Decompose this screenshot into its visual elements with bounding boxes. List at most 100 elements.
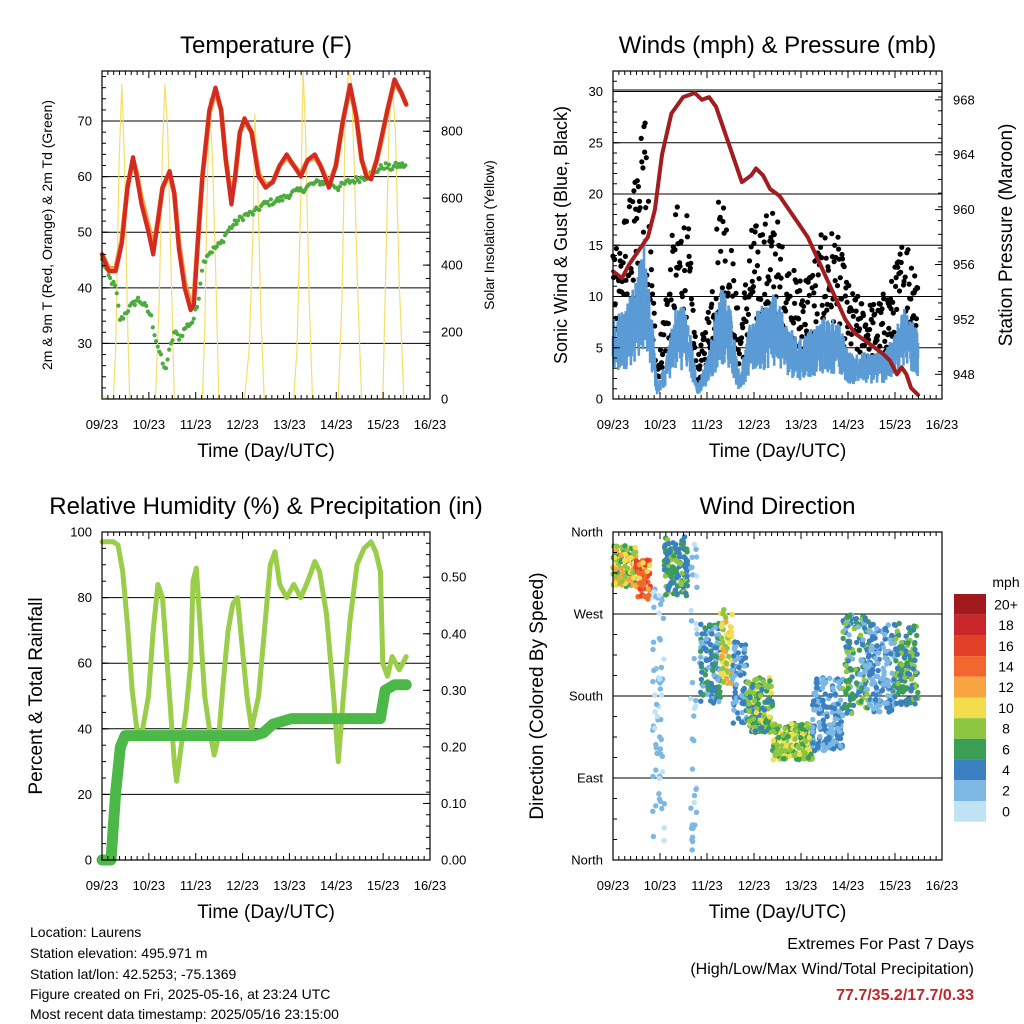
wind-direction-point [873, 684, 879, 691]
wind-direction-point [872, 696, 879, 703]
gust-point [731, 278, 737, 284]
wind-direction-point [882, 636, 888, 642]
gust-point [687, 265, 693, 271]
dewpoint-point [267, 203, 272, 208]
wind-direction-point [661, 838, 667, 844]
gust-point [879, 306, 885, 312]
temperature-panel: 09/23 10/23 11/23 12/23 13/23 14/23 15/23 16/23… [39, 32, 497, 462]
wind-direction-point [888, 640, 894, 647]
wind-direction-point [735, 650, 741, 656]
wind-direction-point [796, 751, 803, 757]
wind-direction-point [721, 607, 727, 613]
gust-point [814, 311, 820, 317]
wind-direction-point [714, 692, 720, 698]
wind-direction-panel: 09/23 10/23 11/23 12/23 13/23 14/23 15/23 16/23… [527, 493, 958, 923]
gust-point [869, 307, 875, 313]
wind-direction-point [691, 713, 697, 719]
gust-point [838, 296, 845, 302]
gust-point [755, 249, 761, 255]
x-tick-label: 12/23 [226, 417, 259, 432]
wind-direction-point [640, 580, 647, 587]
wind-direction-point [849, 710, 855, 717]
wind-direction-point [720, 665, 726, 672]
wind-direction-point [911, 641, 918, 647]
wind-direction-point [707, 641, 714, 648]
gust-point [692, 344, 698, 350]
gust-point [643, 155, 649, 161]
dewpoint-point [114, 291, 119, 296]
y2-tick-label: 960 [953, 202, 975, 217]
extremes-values: 77.7/35.2/17.7/0.33 [836, 987, 974, 1004]
wind-direction-point [710, 700, 717, 706]
wind-direction-point [731, 646, 737, 652]
gust-point [617, 250, 623, 256]
wind-direction-point [856, 647, 863, 653]
wind-direction-point [788, 721, 795, 727]
wind-direction-point [664, 557, 671, 564]
gust-point [645, 198, 652, 204]
wind-direction-point [854, 639, 860, 646]
gust-point [844, 299, 850, 305]
wind-direction-point [882, 631, 888, 638]
y-tick-label: 15 [589, 238, 603, 253]
dewpoint-point [195, 304, 200, 310]
wind-direction-point [684, 573, 690, 580]
x-tick-label: 16/23 [414, 417, 447, 432]
wind-direction-point [846, 632, 852, 638]
wind-direction-point [656, 796, 663, 802]
wind-direction-point [861, 677, 867, 683]
x-axis-label: Time (Day/UTC) [197, 902, 335, 923]
dewpoint-point [209, 250, 214, 255]
wind-direction-point [853, 680, 860, 686]
station-elevation: Station elevation: 495.971 m [30, 945, 208, 961]
gust-point [655, 366, 661, 372]
wind-direction-point [714, 640, 720, 646]
gust-point [656, 374, 662, 380]
wind-direction-point [799, 721, 805, 728]
wind-direction-point [877, 708, 883, 715]
dewpoint-point [113, 283, 118, 288]
wind-direction-point [706, 664, 712, 671]
wind-direction-point [651, 589, 657, 595]
gust-point [720, 218, 726, 225]
wind-direction-point [657, 601, 664, 607]
gust-point [831, 259, 837, 265]
wind-direction-point [885, 693, 891, 699]
wind-direction-point [709, 631, 715, 637]
wind-direction-point [805, 724, 811, 730]
wind-direction-point [769, 702, 776, 709]
wind-direction-point [633, 558, 640, 564]
gust-point [725, 290, 731, 296]
wind-direction-point [893, 636, 899, 642]
gust-point [790, 320, 797, 326]
wind-direction-point [726, 632, 732, 639]
dewpoint-point [250, 212, 255, 217]
wind-direction-point [884, 700, 890, 706]
gust-point [822, 235, 828, 241]
wind-direction-point [844, 710, 850, 716]
gust-point [640, 165, 646, 171]
gust-point [859, 301, 865, 307]
y2-tick-label: 968 [953, 92, 975, 107]
wind-direction-point [909, 685, 915, 692]
dewpoint-point [165, 357, 170, 362]
wind-direction-point [644, 568, 650, 575]
wind-direction-point [760, 679, 766, 685]
gust-point [834, 283, 841, 289]
wind-direction-point [906, 671, 913, 677]
wind-direction-point [862, 662, 868, 669]
gust-point [681, 225, 687, 231]
panel-title: Relative Humidity (%) & Precipitation (i… [49, 493, 482, 520]
wind-direction-point [663, 542, 669, 548]
gust-point [861, 342, 868, 348]
gust-point [902, 274, 908, 280]
wind-direction-point [698, 661, 704, 667]
gust-point [688, 296, 695, 302]
wind-direction-point [716, 698, 722, 705]
dewpoint-point [155, 344, 160, 349]
gust-point [659, 364, 665, 370]
wind-direction-point [712, 661, 718, 667]
dewpoint-point [116, 303, 121, 308]
x-tick-label: 09/23 [86, 878, 119, 893]
wind-direction-point [678, 541, 685, 547]
